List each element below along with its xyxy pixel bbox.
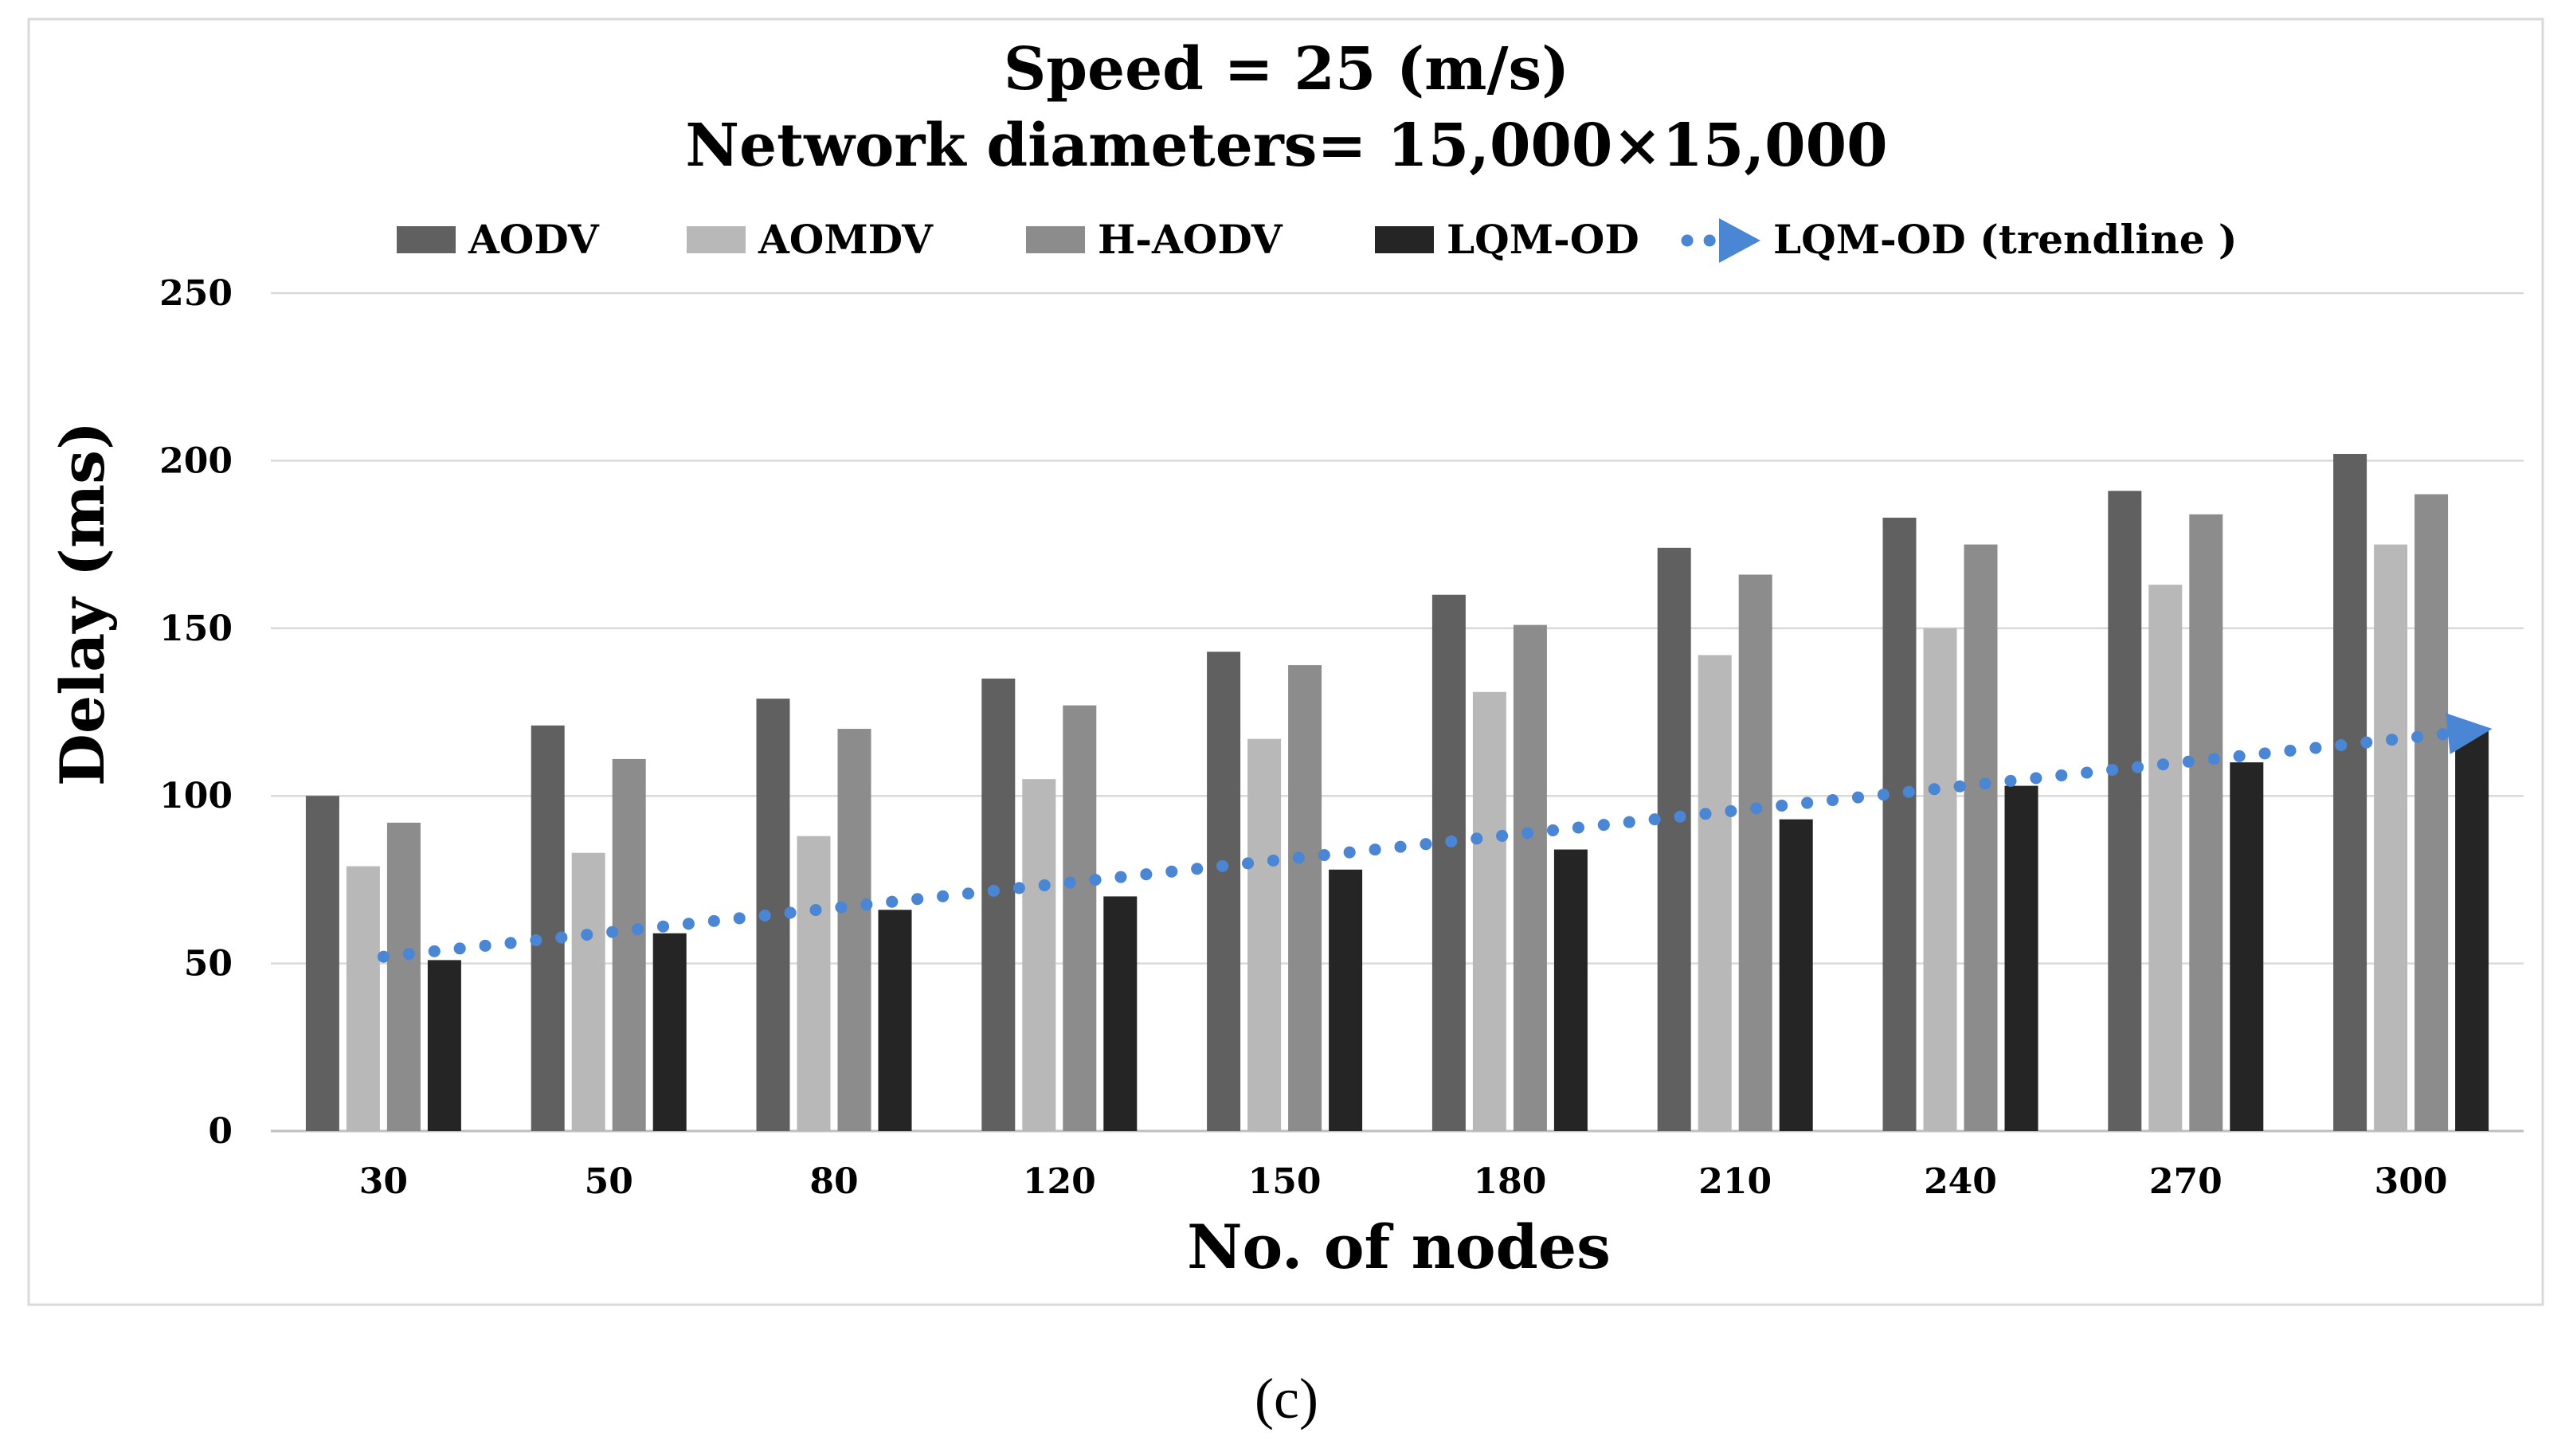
x-tick-label: 80 [809, 1161, 858, 1202]
bar-aodv-300 [2333, 453, 2367, 1131]
bar-lqm-od-270 [2230, 762, 2264, 1131]
bar-h-aodv-150 [1288, 665, 1322, 1131]
x-axis-title: No. of nodes [1187, 1211, 1611, 1282]
bar-aomdv-270 [2148, 585, 2183, 1131]
bar-lqm-od-30 [427, 960, 461, 1131]
trendline-arrowhead [2446, 713, 2493, 754]
bar-lqm-od-180 [1553, 849, 1588, 1131]
x-tick-label: 180 [1473, 1161, 1546, 1202]
bar-aomdv-300 [2374, 544, 2408, 1131]
bar-lqm-od-80 [878, 910, 912, 1131]
bar-aodv-210 [1657, 547, 1691, 1131]
bar-aodv-120 [981, 678, 1016, 1131]
gridlines [271, 292, 2524, 1133]
bar-aodv-240 [1882, 517, 1917, 1131]
bars [305, 453, 2489, 1131]
bar-aomdv-80 [797, 836, 831, 1131]
x-tick-label: 120 [1023, 1161, 1096, 1202]
bar-aomdv-240 [1923, 628, 1957, 1131]
y-axis-ticks: 0 50 100 150 200 250 [159, 273, 233, 1152]
bar-aomdv-210 [1698, 655, 1732, 1131]
bar-h-aodv-120 [1063, 705, 1097, 1131]
bar-aomdv-50 [571, 852, 605, 1131]
x-tick-label: 300 [2375, 1161, 2448, 1202]
bar-aodv-180 [1431, 594, 1466, 1131]
bar-h-aodv-180 [1513, 624, 1547, 1131]
y-axis-title: Delay (ms) [47, 421, 118, 786]
bar-lqm-od-50 [652, 933, 687, 1131]
trendline [377, 713, 2493, 963]
legend-label-aomdv: AOMDV [758, 216, 934, 263]
y-tick-label: 150 [159, 609, 233, 649]
bar-aodv-270 [2108, 491, 2142, 1131]
legend-label-trendline: LQM-OD (trendline ) [1773, 216, 2238, 263]
bar-aomdv-30 [346, 866, 380, 1131]
bar-h-aodv-80 [837, 729, 871, 1131]
legend-swatch-aodv [397, 226, 456, 253]
bar-h-aodv-50 [612, 758, 646, 1131]
bar-lqm-od-120 [1103, 896, 1138, 1131]
x-axis-ticks: 30 50 80 120 150 180 210 240 270 300 [359, 1161, 2448, 1202]
legend: AODV AOMDV H-AODV LQM-OD LQM-OD (trendline ) [397, 216, 2238, 263]
bar-h-aodv-270 [2189, 514, 2223, 1131]
legend-label-aodv: AODV [468, 216, 600, 263]
y-tick-label: 250 [159, 273, 233, 314]
x-tick-label: 150 [1248, 1161, 1322, 1202]
legend-label-h-aodv: H-AODV [1098, 216, 1283, 263]
x-tick-label: 30 [359, 1161, 408, 1202]
bar-aodv-50 [531, 725, 565, 1131]
y-tick-label: 0 [208, 1111, 233, 1152]
figure-caption: (c) [1255, 1367, 1318, 1431]
bar-h-aodv-240 [1964, 544, 1998, 1131]
legend-swatch-h-aodv [1026, 226, 1085, 253]
y-tick-label: 100 [159, 776, 233, 816]
bar-aomdv-180 [1472, 691, 1506, 1131]
bar-aomdv-150 [1247, 738, 1282, 1131]
legend-label-lqm-od: LQM-OD [1447, 216, 1639, 263]
x-tick-label: 50 [585, 1161, 633, 1202]
y-tick-label: 50 [184, 944, 233, 984]
bar-h-aodv-30 [386, 822, 421, 1131]
bar-aodv-30 [305, 796, 339, 1131]
bar-h-aodv-300 [2414, 494, 2449, 1131]
bar-lqm-od-150 [1329, 869, 1363, 1131]
legend-trendline-arrowhead [1719, 218, 1760, 263]
legend-swatch-lqm-od [1375, 226, 1434, 253]
chart-title-line2: Network diameters= 15,000×15,000 [685, 112, 1887, 180]
x-tick-label: 210 [1698, 1161, 1772, 1202]
x-tick-label: 240 [1924, 1161, 1997, 1202]
bar-aodv-150 [1207, 652, 1241, 1131]
bar-lqm-od-240 [2004, 785, 2038, 1131]
legend-swatch-aomdv [687, 226, 746, 253]
y-tick-label: 200 [159, 440, 233, 481]
bar-h-aodv-210 [1738, 574, 1772, 1131]
bar-aomdv-120 [1022, 779, 1056, 1131]
bar-lqm-od-300 [2455, 729, 2489, 1131]
chart-title-line1: Speed = 25 (m/s) [1004, 35, 1569, 104]
x-tick-label: 270 [2149, 1161, 2222, 1202]
bar-lqm-od-210 [1779, 819, 1813, 1131]
